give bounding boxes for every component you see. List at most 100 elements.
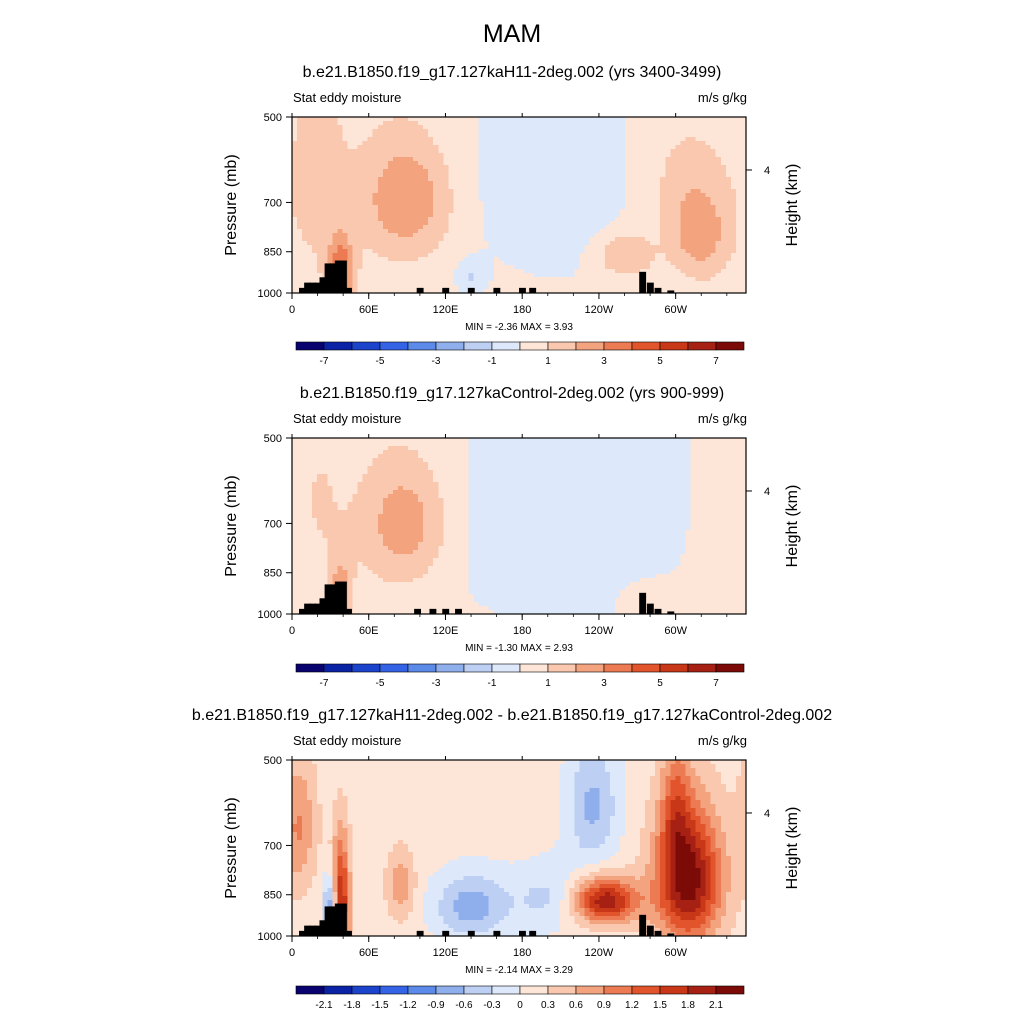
panel-1-field-cell	[720, 157, 727, 162]
panel-1-field-cell	[367, 269, 374, 274]
panel-2-field-cell	[372, 478, 379, 483]
panel-1-field-cell	[498, 237, 505, 242]
panel-1-field-cell	[332, 137, 338, 142]
panel-2-field-cell	[357, 474, 364, 479]
panel-2-field-cell	[544, 470, 550, 475]
panel-1-field-cell	[357, 161, 364, 166]
panel-2-field-cell	[307, 478, 313, 483]
panel-2-field-cell	[519, 454, 525, 459]
panel-1-field-cell	[549, 241, 555, 246]
panel-1-field-cell	[579, 121, 586, 126]
panel-2-field-cell	[483, 442, 490, 447]
panel-1-field-cell	[710, 253, 717, 258]
panel-1-field-cell	[453, 253, 460, 258]
panel-1-field-cell	[488, 281, 495, 286]
panel-1-field-cell	[347, 193, 354, 198]
panel-1-field-cell	[705, 253, 712, 258]
panel-1-field-cell	[539, 125, 545, 130]
panel-1-field-cell	[367, 253, 374, 258]
panel-2-field-cell	[524, 462, 530, 467]
panel-2-field-cell	[508, 474, 515, 479]
panel-2-field-cell	[599, 438, 606, 443]
panel-1-field-cell	[493, 257, 500, 262]
panel-1-field-cell	[317, 269, 323, 274]
panel-1-field-cell	[463, 289, 470, 294]
panel-1-field-cell	[635, 245, 641, 250]
panel-1-field-cell	[367, 165, 374, 170]
panel-1-field-cell	[352, 165, 359, 170]
panel-1-field-cell	[544, 129, 550, 134]
panel-1-field-cell	[443, 161, 449, 166]
panel-1-field-cell	[690, 257, 697, 262]
panel-2-field-cell	[579, 446, 586, 451]
panel-1-field-cell	[695, 261, 702, 266]
panel-1-field-cell	[413, 161, 419, 166]
panel-1-field-cell	[327, 197, 333, 202]
panel-1-field-cell	[513, 237, 520, 242]
panel-1-field-cell	[569, 209, 576, 214]
panel-1-field-cell	[377, 177, 384, 182]
panel-1-field-cell	[463, 157, 470, 162]
panel-1-field-cell	[453, 197, 460, 202]
panel-2-field-cell	[292, 458, 298, 463]
panel-1-field-cell	[740, 221, 747, 226]
panel-1-field-cell	[292, 161, 298, 166]
panel-2-field-cell	[317, 442, 323, 447]
panel-1-field-cell	[493, 165, 500, 170]
panel-1-field-cell	[685, 281, 692, 286]
panel-2-field-cell	[534, 454, 540, 459]
panel-1-field-cell	[660, 145, 666, 150]
panel-1-field-cell	[352, 261, 359, 266]
panel-2-field-cell	[443, 454, 449, 459]
panel-2-field-cell	[357, 442, 364, 447]
panel-1-field-cell	[468, 157, 475, 162]
panel-1-field-cell	[367, 241, 374, 246]
panel-1-field-cell	[635, 221, 641, 226]
panel-1-field-cell	[594, 233, 601, 238]
panel-1-field-cell	[312, 225, 318, 230]
panel-1-field-cell	[534, 229, 540, 234]
panel-1-field-cell	[549, 261, 555, 266]
panel-1-field-cell	[675, 237, 682, 242]
panel-1-field-cell	[660, 141, 666, 146]
panel-1-field-cell	[524, 161, 530, 166]
panel-1-field-cell	[629, 169, 636, 174]
panel-1-field-cell	[614, 257, 621, 262]
panel-1-field-cell	[357, 145, 364, 150]
panel-1-field-cell	[660, 149, 666, 154]
panel-1-field-cell	[372, 157, 379, 162]
panel-1-field-cell	[377, 281, 384, 286]
panel-1-field-cell	[554, 145, 560, 150]
panel-1-field-cell	[397, 165, 404, 170]
panel-1-field-cell	[619, 141, 626, 146]
panel-1-field-cell	[635, 165, 641, 170]
panel-1-field-cell	[292, 269, 298, 274]
panel-1-field-cell	[478, 237, 485, 242]
panel-1-field-cell	[650, 229, 656, 234]
panel-1-field-cell	[680, 197, 687, 202]
panel-1-field-cell	[382, 145, 389, 150]
panel-1-field-cell	[519, 253, 525, 258]
panel-1-field-cell	[428, 233, 434, 238]
panel-1-field-cell	[302, 157, 308, 162]
panel-2-field-cell	[680, 466, 687, 471]
panel-1-field-cell	[534, 201, 540, 206]
panel-1-field-cell	[690, 141, 697, 146]
panel-1-field-cell	[463, 121, 470, 126]
panel-1-field-cell	[594, 213, 601, 218]
panel-1-field-cell	[337, 173, 344, 178]
panel-1-field-cell	[438, 125, 444, 130]
panel-1-field-cell	[655, 209, 661, 214]
panel-1-field-cell	[670, 205, 676, 210]
panel-2-field-cell	[418, 446, 424, 451]
panel-1-field-cell	[559, 245, 565, 250]
panel-2-field-cell	[367, 462, 374, 467]
panel-1-field-cell	[503, 117, 510, 122]
panel-1-field-cell	[655, 257, 661, 262]
panel-1-field-cell	[569, 201, 576, 206]
panel-1-field-cell	[402, 269, 409, 274]
panel-1-field-cell	[312, 137, 318, 142]
panel-2-field-cell	[327, 462, 333, 467]
panel-1-field-cell	[397, 281, 404, 286]
panel-1-field-cell	[730, 169, 737, 174]
